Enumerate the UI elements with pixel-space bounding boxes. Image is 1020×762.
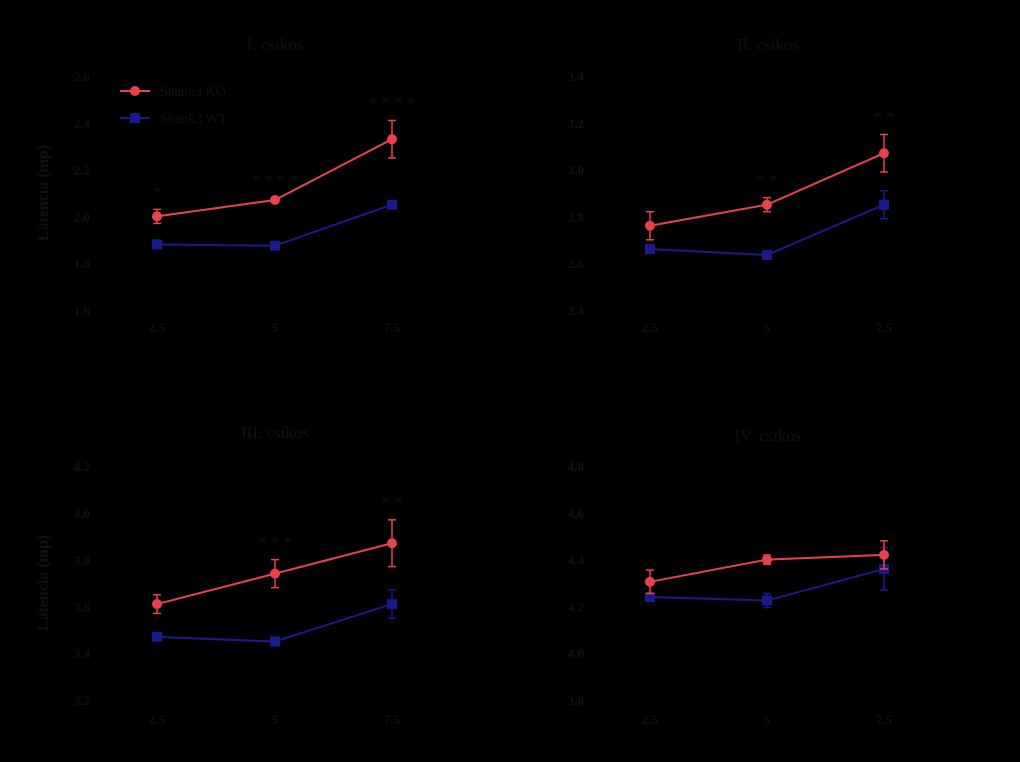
- x-tick-label: 5: [272, 320, 279, 335]
- x-tick-label: 7.5: [384, 320, 401, 335]
- x-tick-label: 7.5: [876, 320, 893, 335]
- x-tick-label: 2.5: [149, 712, 166, 727]
- chart-panel-3: III. csíkos Látencia (mp) 3.2 3.4 3.6 3.8 4.0 4…: [35, 423, 403, 727]
- data-point: [645, 592, 655, 603]
- y-tick-label: 2.6: [74, 69, 91, 84]
- x-tick-label: 7.5: [876, 712, 893, 727]
- data-point: [762, 595, 772, 606]
- significance-marker: * * * *: [252, 171, 299, 190]
- y-tick-label: 4.2: [74, 459, 90, 474]
- significance-marker: *: [153, 182, 162, 201]
- legend: Shank3 KO Shank3 WT: [120, 85, 227, 127]
- x-tick-label: 5: [764, 712, 771, 727]
- y-axis-label: Látencia (mp): [35, 535, 52, 631]
- y-tick-label: 1.6: [74, 303, 91, 318]
- y-tick-label: 2.4: [568, 303, 585, 318]
- legend-label: Shank3 KO: [160, 85, 226, 100]
- data-point: [270, 568, 280, 579]
- legend-marker: [130, 113, 140, 123]
- chart-title: IV. csíkos: [735, 426, 802, 445]
- y-tick-label: 4.6: [568, 506, 585, 521]
- significance-marker: * *: [756, 171, 777, 190]
- x-tick-label: 5: [764, 320, 771, 335]
- data-point: [387, 134, 397, 145]
- data-point: [387, 199, 397, 210]
- data-point: [762, 554, 772, 565]
- legend-label: Shank3 WT: [160, 112, 227, 127]
- significance-marker: * *: [873, 108, 894, 127]
- chart-title: I. csíkos: [247, 35, 304, 54]
- y-tick-label: 2.8: [568, 209, 585, 224]
- data-point: [152, 239, 162, 250]
- y-tick-label: 3.8: [568, 693, 585, 708]
- y-tick-label: 4.2: [568, 599, 584, 614]
- x-tick-label: 2.5: [149, 320, 166, 335]
- data-point: [879, 549, 889, 560]
- data-point: [152, 599, 162, 610]
- y-tick-label: 4.8: [568, 459, 585, 474]
- data-point: [879, 148, 889, 159]
- legend-marker: [130, 86, 140, 96]
- significance-marker: * * * *: [369, 93, 416, 112]
- y-tick-label: 2.4: [74, 116, 91, 131]
- data-point: [879, 199, 889, 210]
- y-tick-label: 3.4: [568, 69, 585, 84]
- data-point: [270, 636, 280, 647]
- y-tick-label: 3.2: [74, 693, 90, 708]
- y-tick-label: 4.4: [568, 553, 585, 568]
- data-point: [387, 599, 397, 610]
- series-line: [156, 603, 393, 643]
- y-tick-label: 4.0: [74, 506, 90, 521]
- chart-panel-2: II. csíkos 2.4 2.6 2.8 3.0 3.2 3.4 2.5 5 7.5 * * * …: [568, 35, 895, 335]
- y-tick-label: 2.6: [568, 256, 585, 271]
- data-point: [645, 576, 655, 587]
- data-point: [270, 240, 280, 251]
- y-tick-label: 3.2: [568, 116, 584, 131]
- x-tick-label: 2.5: [642, 320, 659, 335]
- chart-panel-4: IV. csíkos 3.8 4.0 4.2 4.4 4.6 4.8 2.5 5 7.5: [568, 426, 893, 727]
- y-axis-label: Látencia (mp): [35, 145, 52, 241]
- chart-panel-1: I. csíkos Látencia (mp) 1.6 1.8 2.0 2.2 2.4 2.6…: [35, 35, 415, 335]
- chart-title: II. csíkos: [737, 35, 799, 54]
- significance-marker: * *: [381, 493, 402, 512]
- data-point: [762, 199, 772, 210]
- y-tick-label: 3.0: [568, 163, 584, 178]
- data-point: [152, 631, 162, 642]
- y-tick-label: 4.0: [568, 646, 584, 661]
- y-tick-label: 1.8: [74, 256, 91, 271]
- y-tick-label: 2.2: [74, 163, 90, 178]
- data-point: [152, 211, 162, 222]
- data-point: [270, 195, 280, 206]
- data-point: [645, 244, 655, 255]
- y-tick-label: 3.6: [74, 599, 91, 614]
- y-tick-label: 3.8: [74, 553, 91, 568]
- chart-title: III. csíkos: [241, 423, 309, 442]
- significance-marker: * * *: [258, 533, 292, 552]
- y-tick-label: 3.4: [74, 646, 91, 661]
- x-tick-label: 5: [272, 712, 279, 727]
- data-point: [387, 538, 397, 549]
- data-point: [762, 250, 772, 261]
- data-point: [645, 220, 655, 231]
- y-tick-label: 2.0: [74, 209, 90, 224]
- x-tick-label: 2.5: [642, 712, 659, 727]
- x-tick-label: 7.5: [384, 712, 401, 727]
